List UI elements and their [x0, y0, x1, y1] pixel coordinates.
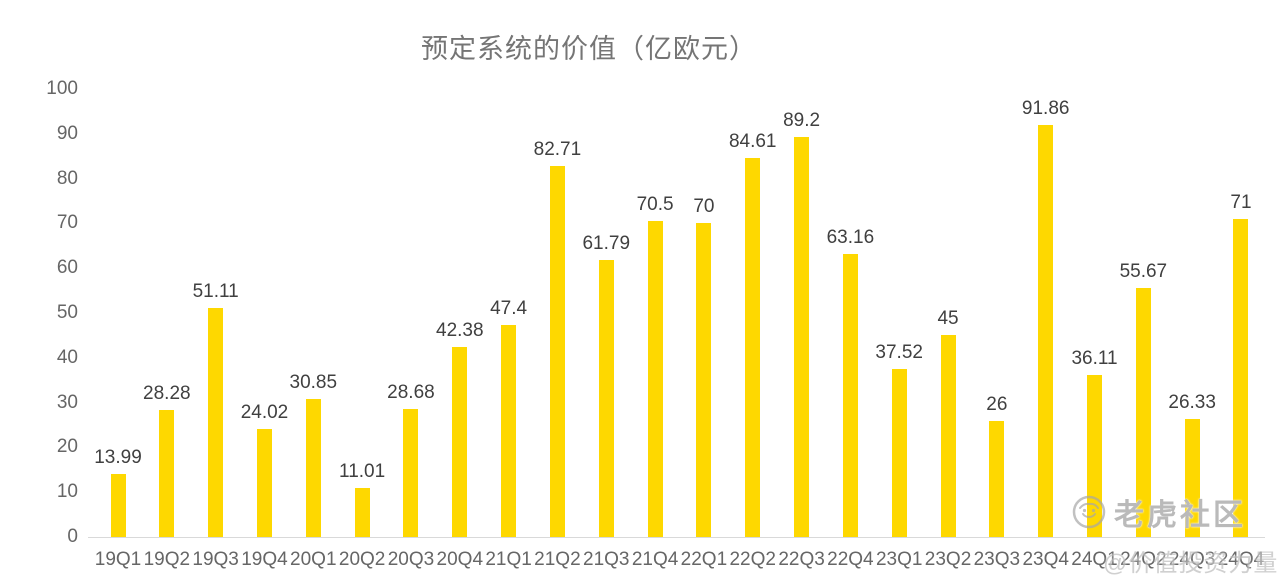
bar-value-label: 13.99	[94, 447, 142, 469]
bar	[1184, 419, 1200, 537]
x-tick-label: 23Q4	[1022, 549, 1069, 570]
x-tick-label: 20Q3	[387, 549, 435, 570]
x-tick-label: 21Q1	[485, 549, 532, 570]
bar-value-label: 71	[1230, 191, 1252, 213]
x-tick-label: 21Q2	[534, 549, 581, 570]
y-tick-label: 70	[56, 212, 78, 234]
bar	[159, 410, 175, 537]
x-tick-label: 20Q1	[290, 549, 337, 570]
y-tick-label: 90	[56, 122, 78, 144]
y-tick-label: 80	[56, 167, 78, 189]
bar-value-label: 89.2	[783, 110, 821, 132]
x-tick-label: 23Q2	[924, 549, 972, 570]
bar-value-label: 70.5	[636, 194, 674, 216]
x-tick-label: 22Q1	[680, 549, 728, 570]
bar	[403, 408, 419, 537]
x-tick-label: 24Q3	[1168, 549, 1216, 570]
bar-value-label: 30.85	[289, 371, 338, 393]
y-tick-label: 40	[56, 346, 78, 368]
bar	[647, 221, 663, 537]
x-tick-label: 23Q1	[875, 549, 923, 570]
bar-value-label: 51.11	[192, 281, 239, 303]
x-tick-label: 22Q4	[827, 549, 874, 570]
chart-title: 预定系统的价值（亿欧元）	[421, 34, 757, 64]
bar-value-label: 36.11	[1071, 348, 1118, 370]
x-tick-label: 21Q3	[583, 549, 630, 570]
y-tick-label: 20	[56, 436, 78, 458]
x-tick-label: 22Q2	[729, 549, 776, 570]
y-tick-label: 60	[56, 257, 78, 279]
bar-value-label: 45	[937, 308, 959, 330]
bar	[305, 398, 321, 537]
bar	[354, 487, 370, 537]
bar	[1135, 287, 1151, 537]
y-tick-label: 50	[56, 302, 78, 323]
bar	[549, 166, 565, 537]
bar	[256, 429, 272, 537]
bar-value-label: 91.86	[1021, 98, 1070, 120]
bar	[208, 308, 224, 537]
bar-value-label: 63.16	[826, 227, 875, 249]
bar-value-label: 26	[986, 393, 1008, 415]
bar	[989, 420, 1005, 537]
bar	[110, 474, 126, 537]
bar-value-label: 42.38	[436, 320, 484, 342]
x-tick-label: 19Q3	[192, 549, 239, 570]
x-tick-label: 20Q2	[338, 549, 386, 570]
x-tick-label: 20Q4	[436, 549, 484, 570]
x-tick-label: 24Q4	[1217, 549, 1265, 570]
bar-value-label: 28.28	[143, 383, 191, 405]
bar-value-label: 37.52	[875, 341, 923, 363]
bar	[842, 254, 858, 537]
y-tick-label: 10	[56, 481, 78, 503]
bar-value-label: 61.79	[582, 233, 631, 255]
bar	[696, 223, 712, 537]
bar	[1087, 375, 1103, 537]
bar-value-label: 55.67	[1119, 260, 1168, 282]
bar	[501, 324, 517, 537]
bar	[1233, 218, 1249, 537]
x-tick-label: 19Q1	[94, 549, 142, 570]
x-tick-label: 19Q4	[241, 549, 288, 570]
x-tick-label: 19Q2	[143, 549, 191, 570]
x-tick-label: 23Q3	[973, 549, 1021, 570]
y-tick-label: 100	[46, 78, 78, 99]
bar-value-label: 82.71	[533, 139, 582, 161]
bar-value-label: 28.68	[387, 381, 435, 403]
x-tick-label: 21Q4	[631, 549, 679, 570]
bar-value-label: 26.33	[1168, 392, 1216, 414]
bar-value-label: 84.61	[728, 130, 777, 152]
bar-value-label: 70	[693, 196, 715, 218]
y-tick-label: 0	[67, 526, 78, 547]
bar-value-label: 24.02	[240, 402, 289, 424]
x-tick-label: 24Q2	[1120, 549, 1167, 570]
x-tick-label: 24Q1	[1071, 549, 1118, 570]
bar-value-label: 47.4	[490, 297, 528, 319]
bar	[891, 368, 907, 537]
bar	[794, 137, 810, 537]
x-tick-label: 22Q3	[778, 549, 825, 570]
bar	[452, 347, 468, 537]
bar	[940, 335, 956, 537]
y-tick-label: 30	[56, 391, 78, 413]
bar-value-label: 11.01	[339, 460, 386, 482]
bar	[598, 260, 614, 537]
plot-area: 13.99 28.28 51.11 24.02 30.85 11.01 28.68 42.38…	[88, 89, 1265, 538]
bar	[745, 157, 761, 537]
bar	[1038, 125, 1054, 537]
